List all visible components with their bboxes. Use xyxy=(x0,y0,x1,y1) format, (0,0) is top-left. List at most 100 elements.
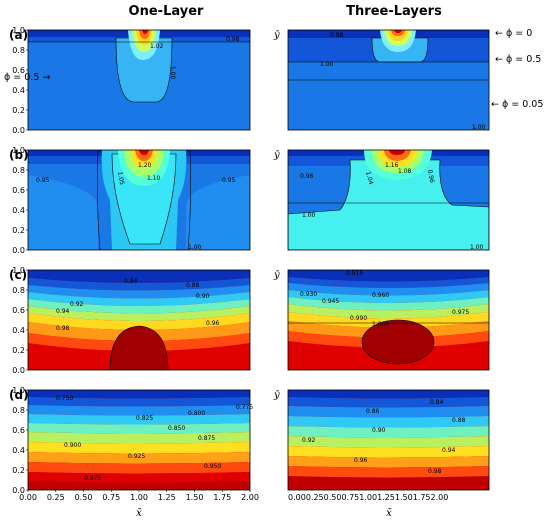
y-tick-label: 0.6 xyxy=(12,306,25,315)
contour-label: 0.850 xyxy=(168,425,185,432)
y-tick-label: 0.4 xyxy=(12,206,25,215)
contour-label: 0.98 xyxy=(226,36,240,43)
y-tick-label: 0.8 xyxy=(12,406,25,415)
contour-label: 0.94 xyxy=(442,447,456,454)
contour-label: 0.84 xyxy=(430,399,444,406)
contour-label: 0.800 xyxy=(188,410,205,417)
x-tick-label: 2.00 xyxy=(241,493,259,502)
axes-frame xyxy=(287,29,490,131)
y-tick-label: 0.6 xyxy=(12,426,25,435)
axes-frame xyxy=(287,269,490,371)
x-tick-label: 1.50 xyxy=(186,493,204,502)
column-title-three-layers: Three-Layers xyxy=(346,4,442,19)
contour-label: 1.04 xyxy=(364,171,374,186)
panel-a-one-layer xyxy=(28,30,250,130)
contour-label: 0.98 xyxy=(56,325,70,332)
y-tick-label: 0.0 xyxy=(12,246,25,255)
y-tick-label: 1.0 xyxy=(12,26,25,35)
contour-label: 0.930 xyxy=(300,291,317,298)
contour-label: 0.86 xyxy=(366,408,380,415)
y-tick-label: 0.2 xyxy=(12,466,25,475)
contour-label: 0.960 xyxy=(372,292,389,299)
row-label-a: (a) xyxy=(9,28,28,42)
contour-label: 0.88 xyxy=(452,417,466,424)
ylabel-a-right: ȳ xyxy=(273,30,280,41)
panel-c-three-layers xyxy=(288,270,489,370)
contour-label: 0.945 xyxy=(322,298,339,305)
y-tick-label: 0.8 xyxy=(12,166,25,175)
panel-d-one-layer xyxy=(28,390,250,490)
row-label-d: (d) xyxy=(9,388,29,402)
contour-label: 1.08 xyxy=(398,168,412,175)
x-tick-label: 0.75 xyxy=(102,493,120,502)
contour-label: 1.005 xyxy=(372,321,389,328)
y-tick-label: 0.0 xyxy=(12,126,25,135)
contour-label: 1.20 xyxy=(138,162,152,169)
x-tick-label: 0.00 xyxy=(19,493,37,502)
contour-label: 0.98 xyxy=(330,32,344,39)
x-tick-label: 1.00 xyxy=(130,493,148,502)
y-tick-labels: 0.0 0.2 0.4 0.6 0.8 1.0 0.0 0.2 0.4 0.6 0.8 1.0 0.0 0… xyxy=(12,26,28,495)
contour-label: 1.00 xyxy=(470,244,484,251)
ylabel-d-right: ȳ xyxy=(273,390,280,401)
ylabel-c-right: ȳ xyxy=(273,270,280,281)
contour-label: 0.825 xyxy=(136,415,153,422)
y-tick-label: 0.2 xyxy=(12,106,25,115)
axes-frame xyxy=(27,29,251,131)
contour-label: 0.875 xyxy=(198,435,215,442)
contour-label: 0.915 xyxy=(346,270,363,277)
contour-label: 0.975 xyxy=(452,309,469,316)
contour-label: 0.775 xyxy=(236,404,253,411)
annotation-phi-0: ← ϕ = 0 xyxy=(495,28,532,39)
contour-label: 1.16 xyxy=(385,162,399,169)
contour-label: 0.90 xyxy=(372,427,386,434)
y-tick-label: 0.4 xyxy=(12,446,25,455)
contour-label: 0.750 xyxy=(56,395,73,402)
contour-label: 0.98 xyxy=(428,468,442,475)
contour-label: 0.950 xyxy=(204,463,221,470)
y-tick-label: 1.0 xyxy=(12,266,25,275)
contour-label: 1.10 xyxy=(147,175,161,182)
x-tick-labels: 0.00 0.25 0.50 0.75 1.00 1.25 1.50 1.75 2.00 xyxy=(19,490,259,502)
contour-label: 1.00 xyxy=(302,212,316,219)
contour-label: 0.84 xyxy=(124,278,138,285)
contour-label: 1.00 xyxy=(188,244,202,251)
y-tick-label: 0.6 xyxy=(12,66,25,75)
ylabel-b-right: ȳ xyxy=(273,150,280,161)
panel-b-three-layers xyxy=(288,150,489,250)
x-tick-label: 0.25 xyxy=(47,493,65,502)
y-tick-label: 0.2 xyxy=(12,226,25,235)
panel-a-three-layers xyxy=(288,30,489,130)
contour-label: 1.05 xyxy=(116,171,125,186)
x-tick-label: 1.75 xyxy=(213,493,231,502)
contour-label: 1.00 xyxy=(472,124,486,131)
panel-b-one-layer xyxy=(28,150,250,250)
contour-label: 1.00 xyxy=(169,66,176,80)
contour-label: 0.96 xyxy=(206,320,220,327)
annotation-left-phi: ϕ = 0.5 → xyxy=(4,72,50,83)
x-tick-labels-right: 0.000.250.500.751.001.251.501.752.00 xyxy=(288,493,448,502)
y-tick-label: 0.4 xyxy=(12,86,25,95)
y-tick-label: 0.6 xyxy=(12,186,25,195)
contour-label: 0.975 xyxy=(84,475,101,482)
contour-label: 0.95 xyxy=(36,177,50,184)
contour-label: 0.925 xyxy=(128,453,145,460)
y-tick-label: 0.0 xyxy=(12,486,25,495)
axes-frame xyxy=(287,389,490,491)
column-title-one-layer: One-Layer xyxy=(129,4,204,19)
row-label-b: (b) xyxy=(9,148,29,162)
x-tick-label: 0.50 xyxy=(75,493,93,502)
contour-label: 0.96 xyxy=(354,457,368,464)
axes-frame xyxy=(27,269,251,371)
xlabel-right: x̄ xyxy=(386,508,392,519)
contour-label: 0.900 xyxy=(64,442,81,449)
axes-frame xyxy=(27,149,251,251)
contour-label: 0.96 xyxy=(300,173,314,180)
xlabel-left: x̄ xyxy=(136,508,142,519)
contour-label: 0.90 xyxy=(196,293,210,300)
contour-label: 0.95 xyxy=(222,177,236,184)
y-tick-label: 1.0 xyxy=(12,146,25,155)
panel-d-three-layers xyxy=(288,390,489,490)
y-tick-label: 0.0 xyxy=(12,366,25,375)
